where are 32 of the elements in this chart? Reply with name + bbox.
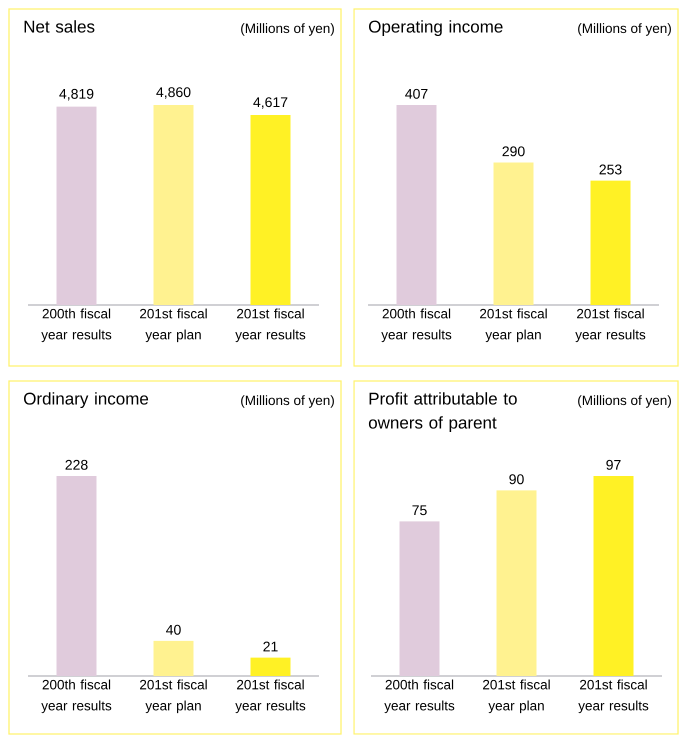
x-tick-label: 201st fiscal year plan: [483, 680, 550, 714]
data-label: 290: [502, 146, 525, 156]
x-tick-label: 200th fiscal year results: [381, 308, 452, 342]
x-tick-label: 200th fiscal year results: [41, 680, 112, 714]
x-tick-label: 201st fiscal year plan: [140, 680, 207, 714]
data-label: 407: [405, 88, 428, 99]
chart-title: Profit attributable to owners of parent: [368, 392, 517, 432]
x-tick-label: 201st fiscal year results: [235, 680, 306, 714]
chart-subtitle: (Millions of yen): [241, 395, 334, 408]
x-tick-label: 201st fiscal year plan: [480, 308, 547, 342]
data-label: 228: [66, 460, 88, 470]
chart-title: Net sales: [24, 20, 94, 33]
data-label: 4,617: [253, 97, 288, 109]
data-label: 253: [600, 164, 622, 174]
chart-title: Operating income: [369, 20, 503, 36]
x-tick-label: 200th fiscal year results: [41, 308, 112, 342]
x-tick-label: 201st fiscal year results: [578, 680, 648, 714]
x-tick-label: 200th fiscal year results: [384, 680, 454, 714]
data-label: 75: [412, 505, 427, 516]
data-label: 4,819: [59, 88, 94, 100]
data-label: 21: [263, 642, 278, 652]
data-label: 97: [606, 460, 621, 470]
x-tick-label: 201st fiscal year results: [235, 308, 306, 342]
chart-title: Ordinary income: [24, 392, 148, 408]
chart-subtitle: (Millions of yen): [578, 395, 671, 408]
x-tick-label: 201st fiscal year plan: [140, 308, 207, 342]
chart-subtitle: (Millions of yen): [578, 23, 671, 36]
data-label: 40: [166, 624, 181, 635]
x-tick-label: 201st fiscal year results: [575, 308, 646, 342]
chart-subtitle: (Millions of yen): [241, 23, 334, 36]
data-label: 90: [509, 474, 524, 484]
data-label: 4,860: [156, 87, 190, 99]
